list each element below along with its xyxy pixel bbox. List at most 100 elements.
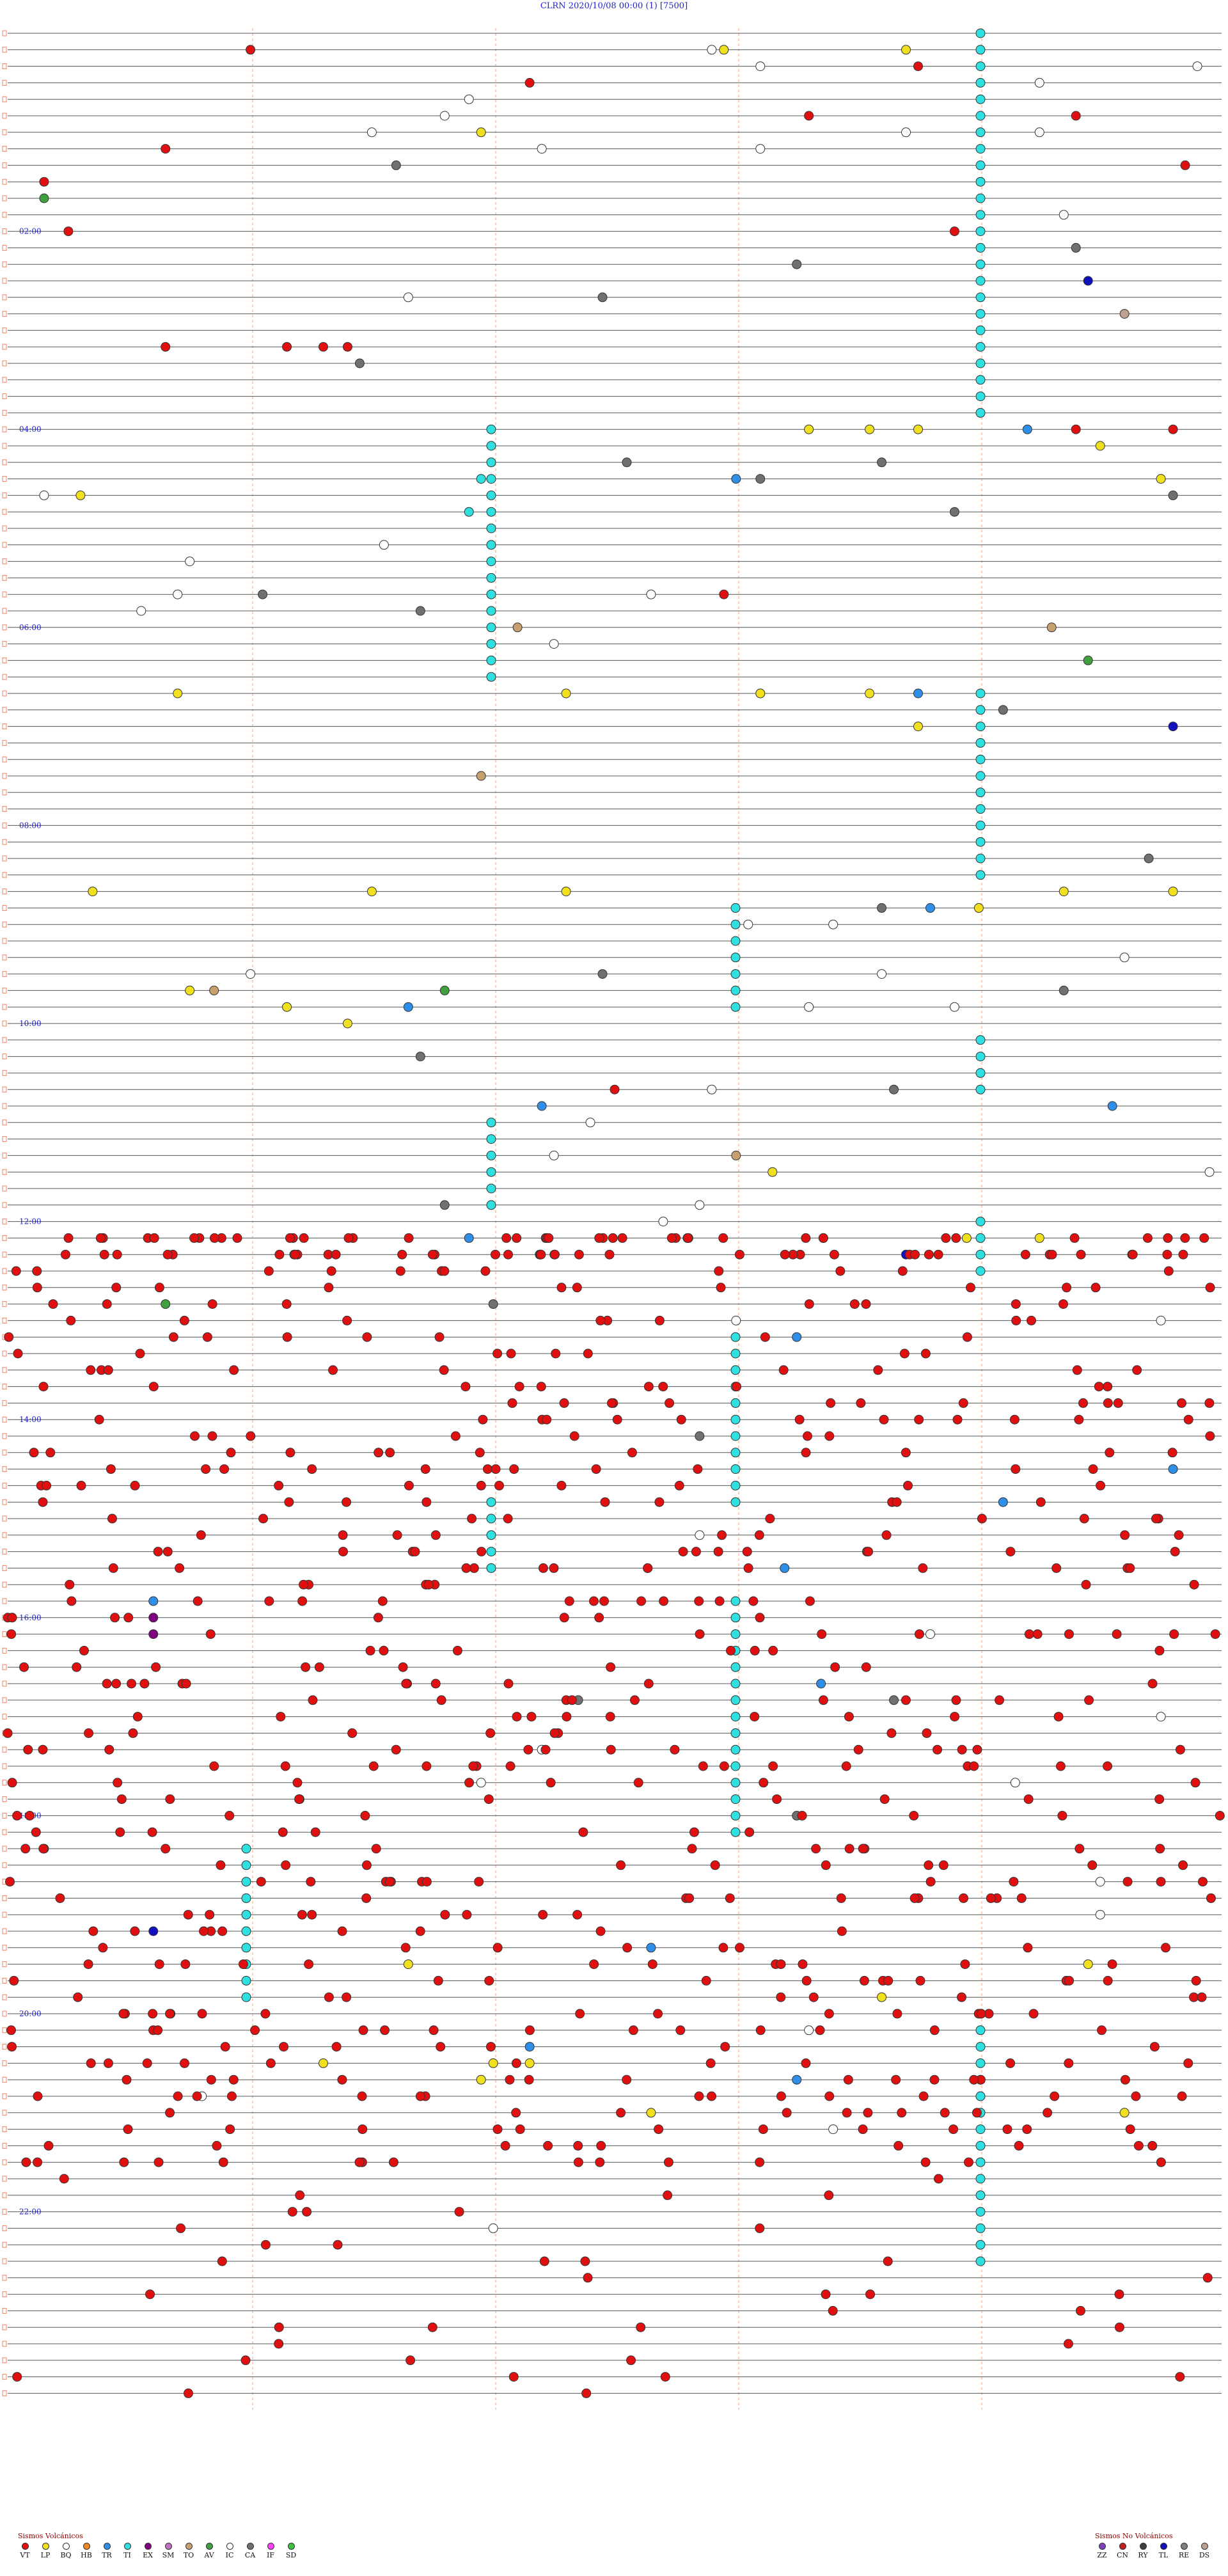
event-dot-vt (12, 1810, 22, 1821)
row-tick (2, 1549, 7, 1555)
event-dot-vt (759, 1778, 769, 1788)
row-tick (2, 2076, 7, 2083)
event-dot-ti (486, 606, 496, 616)
row-tick (2, 509, 7, 515)
event-dot-ca (258, 589, 268, 599)
event-dot-lp (767, 1167, 778, 1177)
legend-item-re: RE (1177, 2543, 1191, 2559)
event-dot-vt (718, 1233, 728, 1243)
event-dot-bq (549, 1150, 559, 1160)
event-dot-vt (595, 1315, 606, 1325)
row-tick (2, 261, 7, 267)
event-dot-vt (20, 1844, 31, 1854)
event-dot-vt (663, 2190, 673, 2201)
legend-nonvolcanic-title: Sismos No Volcánicos (1095, 2532, 1173, 2540)
row-tick (2, 409, 7, 416)
event-dot-vt (421, 1877, 432, 1887)
event-dot-vt (539, 2256, 549, 2266)
event-dot-vt (368, 1761, 379, 1771)
event-dot-vt (181, 1679, 191, 1689)
row-tick (2, 954, 7, 961)
event-dot-bq (1156, 1712, 1166, 1722)
row-tick (2, 1945, 7, 1951)
event-dot-vt (284, 1497, 294, 1507)
event-dot-vt (804, 111, 814, 121)
event-dot-vt (861, 1662, 871, 1672)
event-dot-vt (115, 1827, 125, 1837)
event-dot-ti (486, 1530, 496, 1540)
event-dot-vt (342, 342, 352, 352)
event-dot-vt (1155, 1844, 1165, 1854)
event-dot-vt (1016, 1893, 1027, 1903)
hour-label: 08:00 (19, 821, 42, 830)
event-dot-ti (730, 1794, 741, 1805)
legend-item-ds: DS (1197, 2543, 1211, 2559)
event-dot-vt (536, 1382, 546, 1392)
row-tick (2, 1400, 7, 1406)
row-tick (2, 476, 7, 482)
event-dot-vt (217, 2256, 227, 2266)
event-dot-vt (1163, 1266, 1174, 1276)
event-dot-to (512, 622, 523, 633)
event-dot-vt (130, 1926, 140, 1936)
event-dot-vt (720, 2042, 730, 2052)
event-dot-vt (858, 1844, 868, 1854)
event-dot-ti (730, 1744, 741, 1755)
event-dot-vt (1125, 1563, 1135, 1573)
event-dot-bq (743, 919, 753, 929)
event-dot-vt (801, 2058, 811, 2068)
event-dot-vt (817, 1629, 827, 1640)
event-dot-vt (118, 2009, 129, 2019)
event-dot-vt (929, 2025, 940, 2035)
event-dot-ti (486, 1134, 496, 1144)
event-dot-vt (849, 1299, 860, 1309)
event-dot-vt (1096, 1480, 1106, 1490)
event-dot-lp (1034, 1233, 1044, 1243)
event-dot-ti (486, 622, 496, 633)
event-dot-vt (995, 1695, 1005, 1705)
event-dot-vt (1071, 424, 1081, 434)
chart-title: CLRN 2020/10/08 00:00 (1) [7500] (540, 1, 688, 11)
event-dot-vt (238, 1959, 248, 1970)
event-dot-vt (604, 1249, 615, 1260)
event-dot-vt (610, 1084, 620, 1094)
event-dot-ti (464, 507, 474, 517)
event-dot-vt (285, 1448, 295, 1458)
event-dot-vt (1176, 1398, 1186, 1408)
row-tick (2, 492, 7, 498)
event-dot-ti (975, 787, 986, 798)
legend-item-ti: TI (120, 2543, 134, 2559)
event-dot-vt (643, 1563, 653, 1573)
event-dot-vt (1053, 1712, 1064, 1722)
event-dot-ti (975, 28, 986, 38)
event-dot-vt (324, 1992, 334, 2002)
event-dot-vt (373, 1613, 383, 1623)
event-dot-ti (730, 1629, 741, 1640)
event-dot-ti (486, 655, 496, 665)
event-dot-lp (973, 903, 984, 913)
event-dot-ca (695, 1431, 705, 1441)
event-dot-vt (607, 1398, 617, 1408)
event-dot-vt (1147, 2140, 1158, 2151)
event-dot-lp (173, 688, 183, 699)
event-dot-vt (358, 2025, 368, 2035)
event-dot-vt (374, 1448, 384, 1458)
event-dot-vt (726, 1645, 736, 1655)
event-dot-ti (975, 2223, 986, 2233)
event-dot-vt (388, 2157, 398, 2167)
event-dot-vt (605, 1712, 615, 1722)
event-dot-vt (1024, 1629, 1034, 1640)
event-dot-vt (910, 1249, 920, 1260)
row-tick (2, 1845, 7, 1852)
event-dot-vt (342, 1992, 352, 2002)
event-dot-vt (588, 1596, 599, 1606)
hour-label: 16:00 (19, 1613, 42, 1622)
event-dot-vt (1103, 1382, 1113, 1392)
event-dot-vt (501, 1233, 512, 1243)
event-dot-av (39, 193, 49, 203)
event-dot-vt (1023, 1794, 1034, 1805)
event-dot-vt (202, 1332, 212, 1342)
event-dot-vt (524, 77, 535, 88)
event-dot-bq (804, 2025, 814, 2035)
